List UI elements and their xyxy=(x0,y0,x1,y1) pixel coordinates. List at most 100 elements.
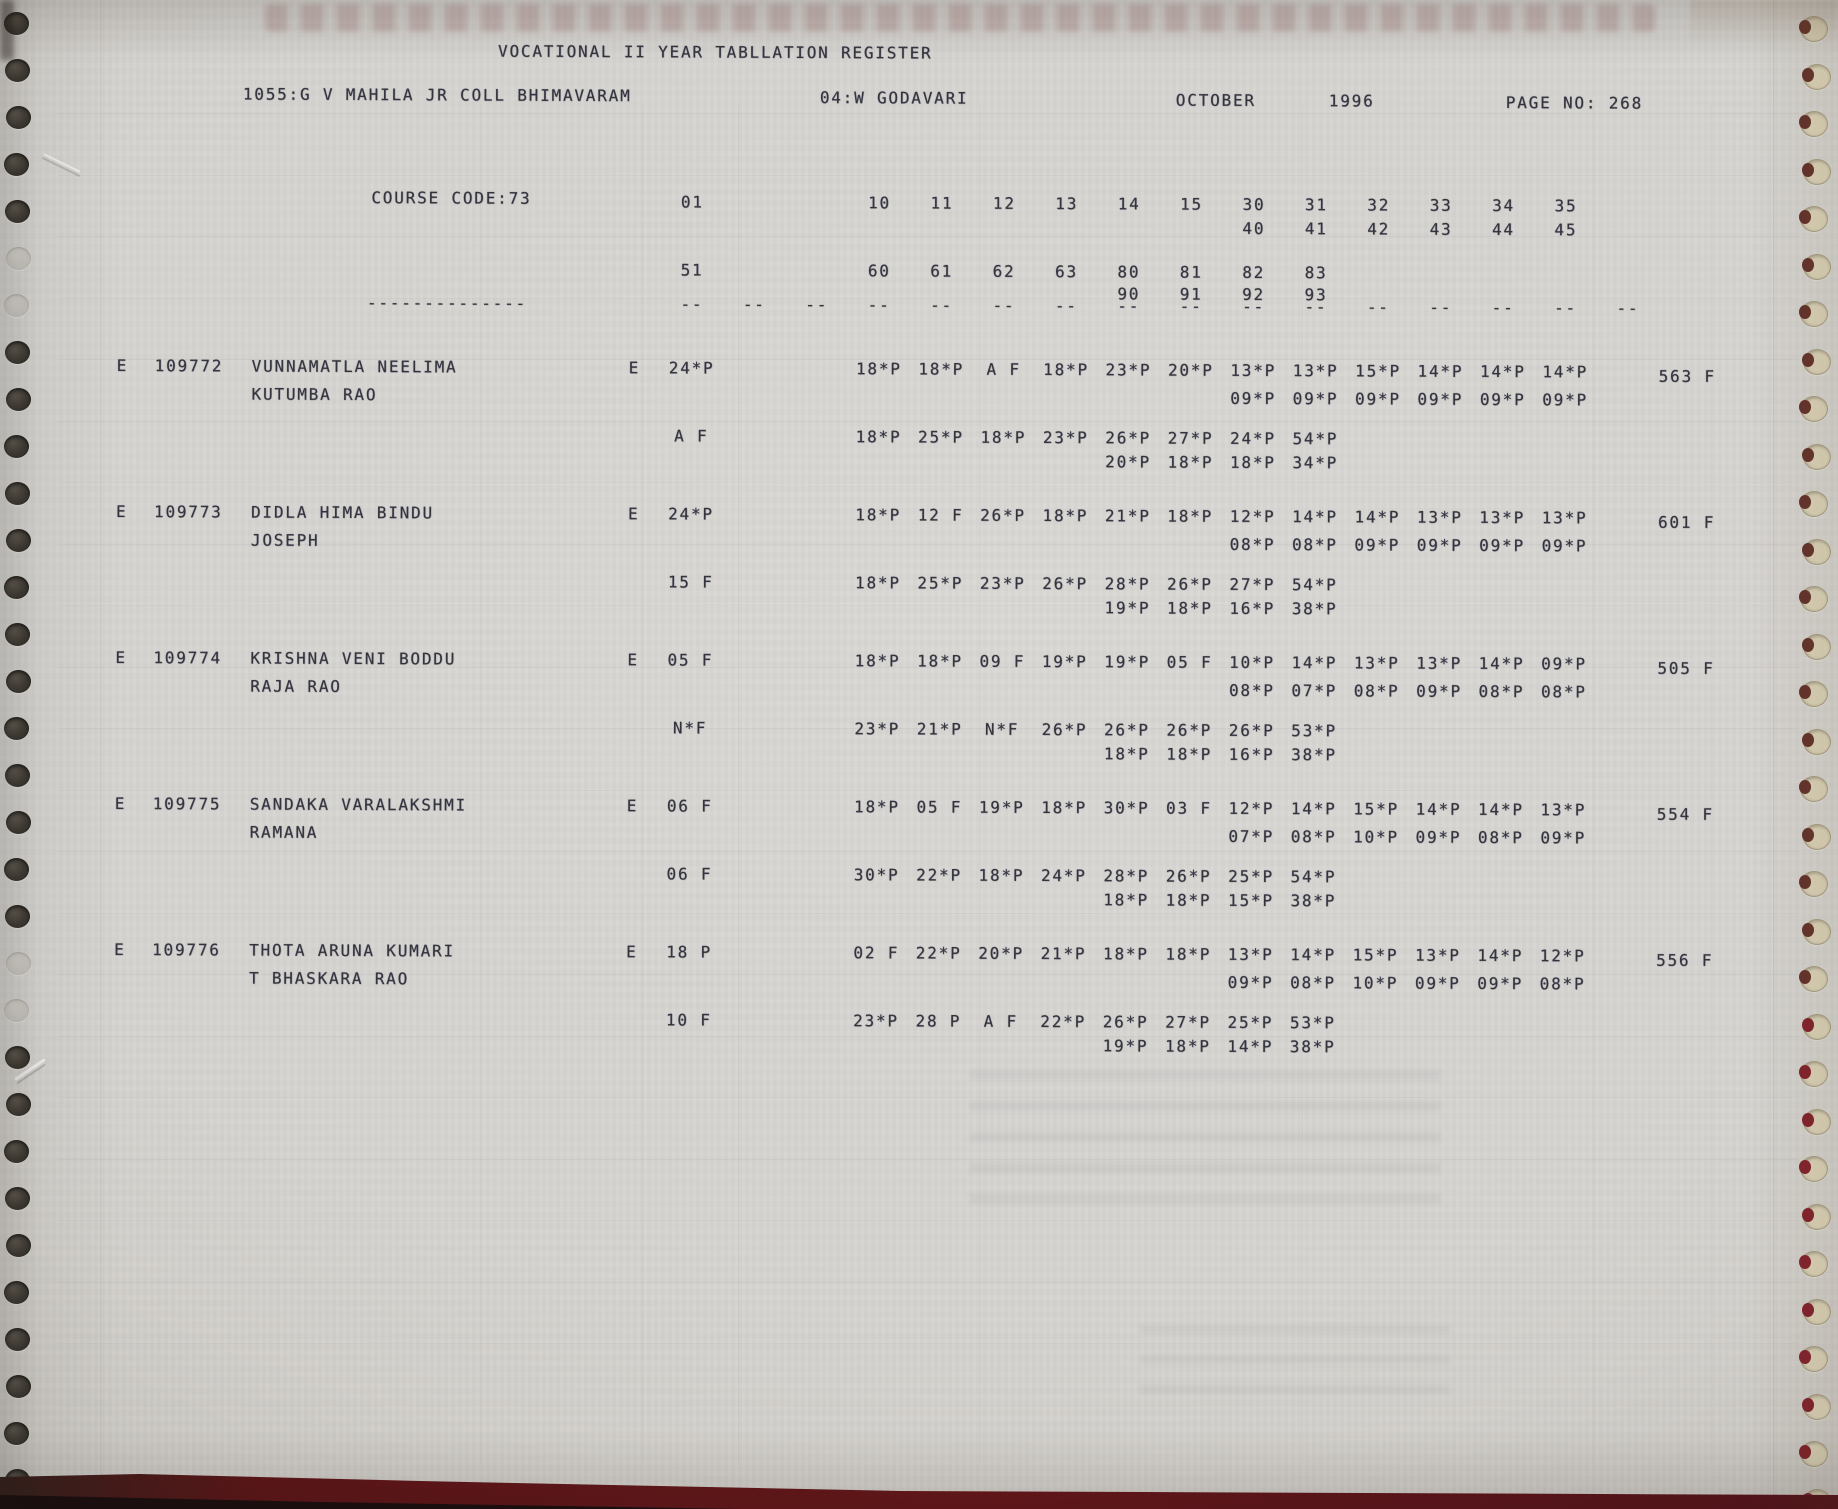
binder-mark xyxy=(1802,732,1814,747)
binder-mark xyxy=(1802,1397,1814,1412)
subject-mark: 16*P xyxy=(1229,598,1276,619)
column-header: 80 xyxy=(1117,262,1141,282)
exam-month: OCTOBER xyxy=(1175,90,1256,110)
column-underline: -- xyxy=(867,295,891,315)
binder-mark xyxy=(1802,1492,1814,1507)
subject-mark: 22*P xyxy=(916,865,962,885)
marks-total: 563 F xyxy=(1658,366,1716,386)
sprocket-hole xyxy=(4,717,29,740)
marks-total: 556 F xyxy=(1656,950,1714,970)
column-header: 62 xyxy=(992,261,1016,281)
records-area: E 109772 VUNNAMATLA NEELIMA KUTUMBA RAO E 24*… xyxy=(0,0,1838,1056)
subject-mark: 34*P xyxy=(1292,453,1339,473)
column-underline: -- xyxy=(1054,296,1078,316)
candidate-flag: E xyxy=(115,501,128,522)
subject-mark: N*F xyxy=(672,718,708,738)
subject-mark: 54*P xyxy=(1291,575,1338,595)
sprocket-hole-torn xyxy=(1802,348,1831,375)
subject-mark: 14*P xyxy=(1478,653,1525,674)
sprocket-hole xyxy=(4,294,29,317)
candidate-name-line2: KUTUMBA RAO xyxy=(251,384,378,405)
sprocket-hole xyxy=(4,1422,29,1445)
column-header: 44 xyxy=(1491,219,1515,240)
subject-mark: 20*P xyxy=(1105,452,1151,472)
subject-mark: 21*P xyxy=(1104,506,1151,526)
column-header: 82 xyxy=(1242,262,1266,282)
subject-mark: 18*P xyxy=(1041,798,1088,818)
subject-mark: 18*P xyxy=(917,651,963,671)
sprocket-hole xyxy=(6,388,31,411)
subject-mark: 38*P xyxy=(1290,891,1337,911)
subject-mark: 27*P xyxy=(1167,428,1214,448)
subject-mark: 15*P xyxy=(1352,945,1399,965)
subject-mark: 18*P xyxy=(1165,890,1212,910)
binder-mark xyxy=(1799,685,1811,699)
sprocket-hole-torn xyxy=(1802,1108,1831,1135)
subject-mark: 13*P xyxy=(1353,653,1400,673)
subject-mark: 24*P xyxy=(1040,866,1087,886)
column-underline: -- xyxy=(1179,296,1203,316)
sprocket-hole xyxy=(6,1093,31,1116)
subject-mark: 12 F xyxy=(917,505,964,525)
column-header: 42 xyxy=(1367,219,1391,239)
candidate-name-line1: KRISHNA VENI BODDU xyxy=(250,648,457,669)
sprocket-hole xyxy=(6,811,31,834)
subject-mark: 12*P xyxy=(1539,946,1586,966)
candidate-name-line1: VUNNAMATLA NEELIMA xyxy=(251,356,458,377)
sprocket-hole xyxy=(5,1046,30,1069)
subject-mark: 13*P xyxy=(1230,360,1277,381)
marks-total: 505 F xyxy=(1657,658,1715,678)
subject-mark: 14*P xyxy=(1227,1036,1274,1057)
subject-mark: 12*P xyxy=(1228,798,1275,819)
subject-mark: 13*P xyxy=(1416,653,1463,673)
candidate-regno: 109775 xyxy=(152,794,222,814)
column-underline: -- xyxy=(1366,297,1390,317)
subject-mark: 23*P xyxy=(853,1011,899,1031)
subject-mark: 15 F xyxy=(667,572,714,592)
subject-mark: A F xyxy=(983,1011,1019,1031)
subject-mark: 09*P xyxy=(1541,654,1587,674)
column-underline: -- xyxy=(1242,296,1266,316)
subject-mark: 19*P xyxy=(1102,1036,1149,1056)
subject-mark: 53*P xyxy=(1289,1013,1336,1033)
sprocket-hole xyxy=(4,1281,29,1304)
subject-mark: 14*P xyxy=(1354,507,1401,527)
sprocket-hole xyxy=(6,952,31,975)
subject-mark: 25*P xyxy=(1228,866,1274,887)
subject-mark: 15*P xyxy=(1353,799,1400,819)
subject-mark: 54*P xyxy=(1292,429,1339,449)
column-header: 51 xyxy=(680,260,704,280)
subject-mark: N*F xyxy=(984,719,1020,739)
subject-mark: 18*P xyxy=(1042,506,1089,526)
subject-mark: 19*P xyxy=(1041,652,1088,672)
subject-mark: 21*P xyxy=(1040,944,1087,964)
subject-mark: 18*P xyxy=(854,651,901,671)
subject-mark: 54*P xyxy=(1290,867,1337,887)
subject-mark: 14*P xyxy=(1477,945,1524,966)
binder-mark xyxy=(1799,1160,1811,1174)
binder-mark xyxy=(1799,20,1811,34)
subject-mark: 18*P xyxy=(1165,944,1212,964)
subject-mark: 28 P xyxy=(915,1011,962,1031)
subject-mark: 18*P xyxy=(1167,452,1214,472)
binder-mark xyxy=(1799,115,1811,129)
sprocket-hole-torn xyxy=(1799,1346,1828,1372)
subject-mark: 09*P xyxy=(1479,389,1526,410)
subject-mark: A F xyxy=(986,359,1021,379)
binder-mark xyxy=(1802,542,1814,557)
subject-mark: 13*P xyxy=(1541,508,1588,528)
subject-mark: 08*P xyxy=(1291,535,1338,555)
sprocket-hole-torn xyxy=(1799,1156,1828,1182)
subject-mark: 26*P xyxy=(1166,720,1213,740)
sprocket-hole xyxy=(5,59,30,82)
subject-mark: 09*P xyxy=(1355,389,1401,409)
subject-mark: 14*P xyxy=(1417,361,1464,381)
subject-mark: 20*P xyxy=(1167,360,1214,380)
subject-mark: 03 F xyxy=(1166,798,1212,818)
sprocket-hole-torn xyxy=(1799,966,1828,992)
subject-mark: A F xyxy=(674,426,709,446)
subject-mark: 24*P xyxy=(668,504,714,524)
subject-mark: 27*P xyxy=(1165,1012,1211,1032)
